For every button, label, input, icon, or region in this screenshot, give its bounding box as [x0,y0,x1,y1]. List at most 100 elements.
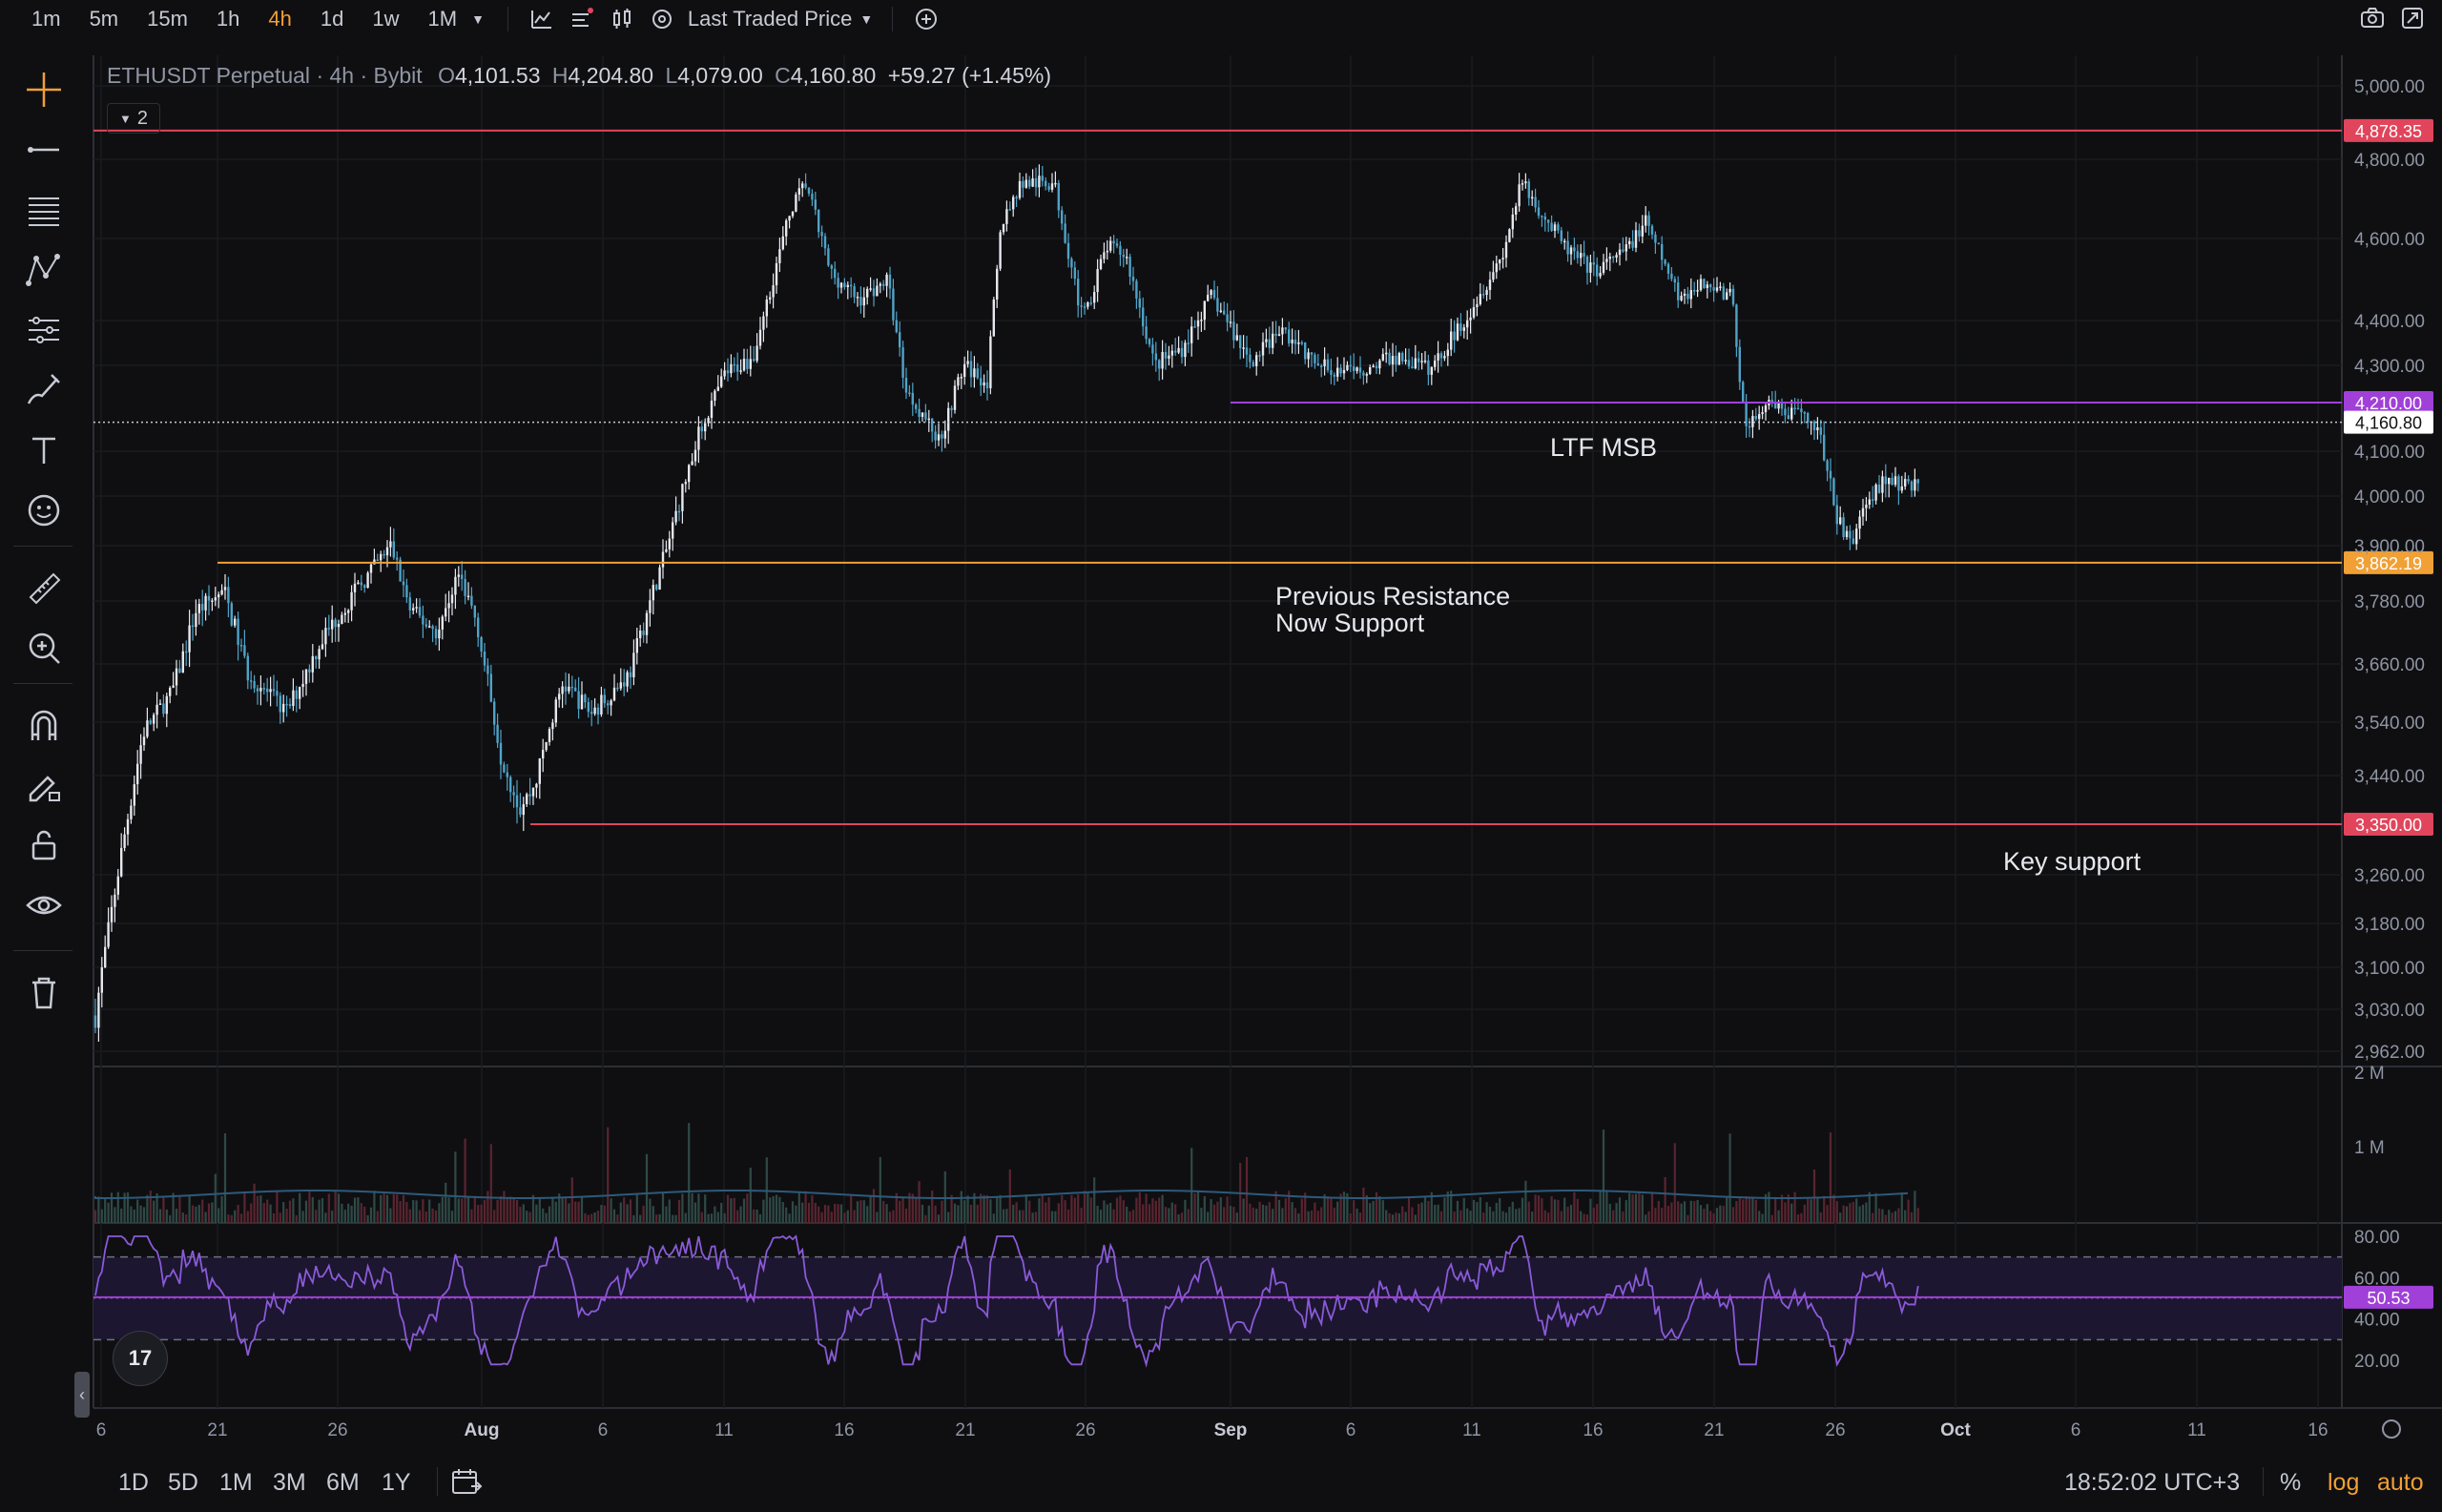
calendar-range-icon[interactable] [450,1467,483,1498]
candle-body [1832,478,1835,506]
candle-body [1807,413,1810,423]
timeframe-dropdown-icon[interactable]: ▼ [471,11,485,27]
sidebar-collapse-handle[interactable]: ‹ [74,1372,90,1418]
timeframe-1d[interactable]: 1d [320,7,344,31]
zoom-icon[interactable] [21,625,67,671]
candle-body [243,645,246,656]
candle-body [1560,230,1562,241]
volume-bar [380,1194,383,1223]
add-icon[interactable] [914,7,939,31]
annotation-prev-resistance[interactable]: Previous Resistance [1275,582,1510,611]
volume-bar [1170,1202,1173,1223]
volume-bar [882,1200,885,1223]
price-source-dropdown[interactable]: Last Traded Price [687,7,853,31]
volume-bar [1031,1212,1034,1223]
volume-bar [1232,1207,1235,1223]
candle-body [736,363,739,372]
volume-bar [1187,1209,1190,1223]
lock-icon[interactable] [21,822,67,868]
log-scale-toggle[interactable]: log [2328,1469,2360,1496]
candle-body [1232,321,1235,341]
candle-body [610,700,612,706]
timeframe-5m[interactable]: 5m [89,7,119,31]
fib-retracement-icon[interactable] [21,187,67,233]
volume-bar [1346,1192,1349,1223]
tradingview-logo[interactable]: 17 [113,1331,168,1386]
candle-body [146,720,149,737]
pattern-icon[interactable] [21,247,67,293]
candle-body [369,564,373,573]
gear-icon[interactable] [650,7,674,31]
indicators-icon[interactable] [529,7,554,31]
candle-body [921,412,924,417]
range-3m[interactable]: 3M [273,1469,306,1496]
volume-bar [1916,1208,1919,1223]
volume-bar [1158,1197,1161,1223]
candle-body [607,703,610,706]
emoji-icon[interactable] [21,487,67,533]
volume-bar [1631,1193,1634,1223]
volume-bar [1119,1195,1122,1223]
timeframe-15m[interactable]: 15m [147,7,188,31]
candle-body [561,686,564,694]
camera-icon[interactable] [2360,6,2385,31]
timeframe-1h[interactable]: 1h [216,7,240,31]
annotation-key-support[interactable]: Key support [2003,847,2142,876]
candle-body [899,332,901,348]
trend-line-icon[interactable] [21,127,67,173]
volume-bar [1054,1211,1057,1223]
volume-bar [1531,1212,1534,1223]
auto-scale-toggle[interactable]: auto [2377,1469,2424,1496]
axis-settings-icon[interactable] [2382,1419,2401,1439]
chart-settings-icon[interactable] [569,7,594,31]
volume-bar [1131,1210,1135,1223]
timeframe-4h[interactable]: 4h [268,7,292,31]
candle-body [820,232,823,237]
forecast-icon[interactable] [21,307,67,353]
chevron-down-icon[interactable]: ▼ [859,11,874,27]
timeframe-1w[interactable]: 1w [372,7,400,31]
crosshair-icon[interactable] [21,67,67,113]
volume-bar [1687,1214,1689,1223]
percent-scale-toggle[interactable]: % [2280,1469,2302,1496]
legend-dot: · [316,63,330,88]
candle-body [1002,223,1005,233]
timeframe-1M[interactable]: 1M [427,7,458,31]
range-1y[interactable]: 1Y [382,1469,411,1496]
volume-bar [1521,1197,1524,1223]
annotation-now-support[interactable]: Now Support [1275,609,1425,637]
volume-bar [1427,1201,1430,1223]
lock-drawing-icon[interactable] [21,762,67,808]
eye-icon[interactable] [21,882,67,928]
annotation-ltf-msb[interactable]: LTF MSB [1550,433,1657,462]
fullscreen-icon[interactable] [2400,6,2425,31]
ruler-icon[interactable] [21,565,67,611]
symbol-name[interactable]: ETHUSDT Perpetual [107,63,311,88]
candle-body [1703,279,1706,289]
brush-icon[interactable] [21,367,67,413]
candle-body [1777,402,1780,409]
range-1m[interactable]: 1M [219,1469,253,1496]
candle-body [859,297,862,306]
volume-bar [114,1207,116,1223]
volume-bar [1566,1207,1569,1223]
price-axis-label: 4,100.00 [2354,443,2425,463]
magnet-icon[interactable] [21,702,67,748]
trash-icon[interactable] [21,969,67,1015]
text-icon[interactable] [21,427,67,473]
candle-body [120,847,123,877]
indicator-collapse-button[interactable]: ▼ 2 [107,103,160,134]
timeframe-1m[interactable]: 1m [31,7,61,31]
price-axis-label: 5,000.00 [2354,77,2425,97]
candles-icon[interactable] [610,7,634,31]
candle-body [1731,288,1735,305]
volume-bar [424,1211,427,1223]
volume-bar [1291,1202,1293,1223]
range-6m[interactable]: 6M [326,1469,360,1496]
candle-body [1622,249,1625,252]
range-5d[interactable]: 5D [168,1469,198,1496]
volume-bar [593,1212,596,1223]
range-1d[interactable]: 1D [118,1469,149,1496]
candle-body [489,673,492,702]
